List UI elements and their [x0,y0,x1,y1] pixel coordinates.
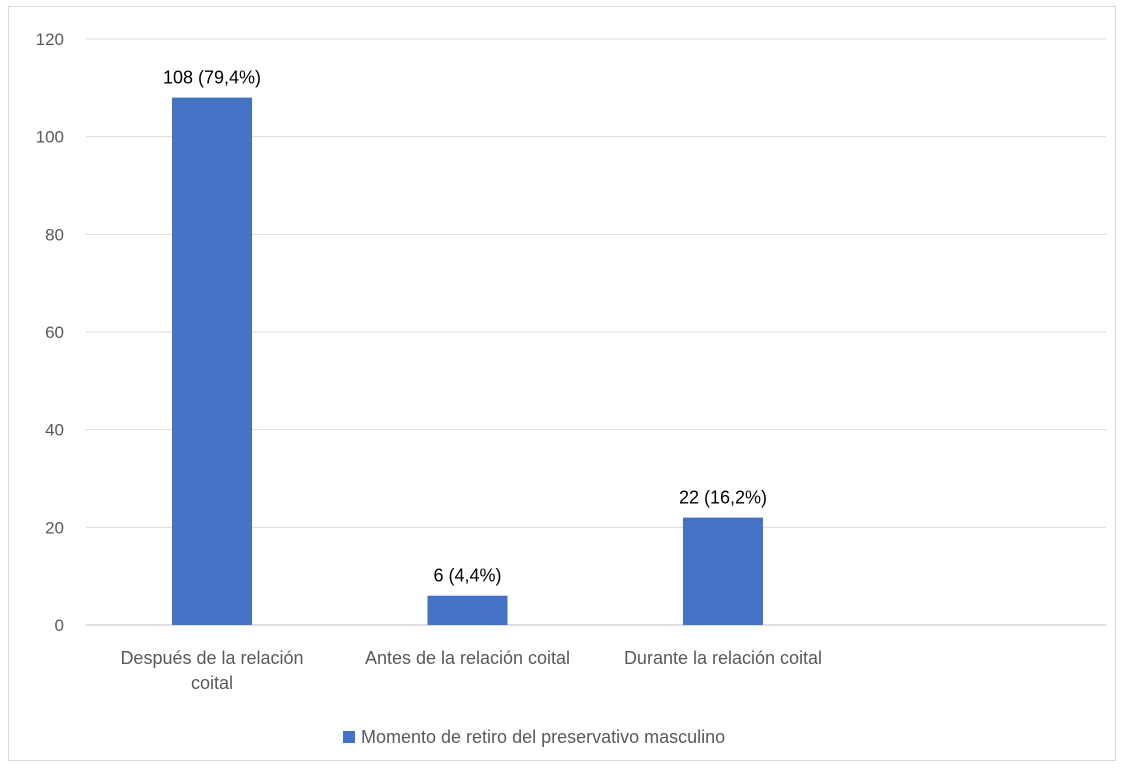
data-label: 22 (16,2%) [679,488,767,508]
x-tick-label: Antes de la relación coital [365,648,570,668]
gridlines [86,38,1106,626]
legend: Momento de retiro del preservativo mascu… [343,727,725,747]
x-tick-label: Después de la relación coital [120,648,303,693]
x-tick-label: Durante la relación coital [624,648,822,668]
y-tick-label: 100 [36,128,64,147]
data-label: 6 (4,4%) [433,566,501,586]
bar [427,595,508,625]
y-tick-label: 0 [55,616,64,635]
legend-swatch-icon [343,731,355,743]
legend-label: Momento de retiro del preservativo mascu… [361,727,725,747]
y-tick-label: 80 [45,225,64,244]
y-tick-label: 120 [36,30,64,49]
bar [683,517,763,625]
bar [172,97,252,626]
y-tick-label: 40 [45,421,64,440]
y-tick-label: 60 [45,323,64,342]
y-axis-ticks: 0 20 40 60 80 100 120 [36,30,64,635]
data-labels: 108 (79,4%) 6 (4,4%) 22 (16,2%) [163,68,767,586]
bars [172,97,763,626]
y-tick-label: 20 [45,518,64,537]
x-axis-ticks: Después de la relación coital Antes de la … [120,648,822,693]
data-label: 108 (79,4%) [163,68,261,88]
